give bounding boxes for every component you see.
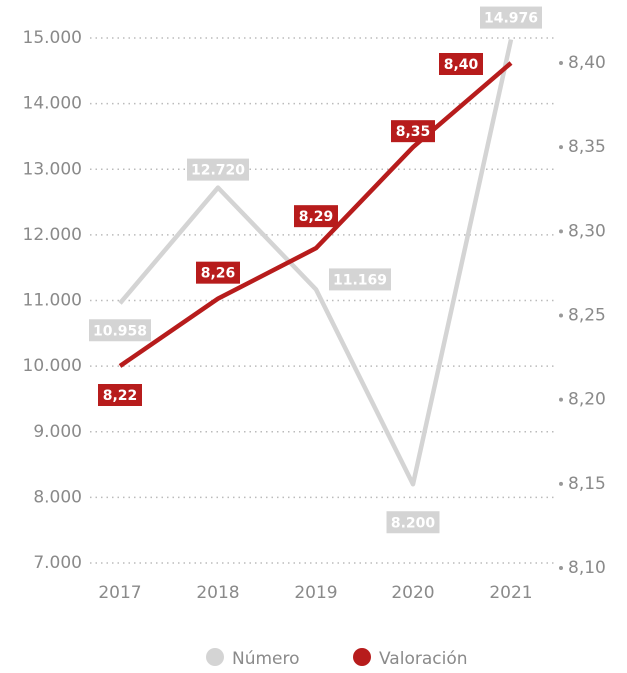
legend-marker — [353, 648, 371, 666]
value-label-box — [480, 6, 542, 29]
value-label-box — [98, 384, 142, 406]
value-label-box — [196, 261, 240, 284]
y2-tick-label: 8,20 — [568, 390, 606, 410]
x-tick-label: 2019 — [294, 583, 337, 603]
y2-tick-label: 8,35 — [568, 137, 606, 157]
value-label: 8,35 — [396, 124, 431, 140]
legend-marker — [206, 648, 224, 666]
y2-tick-mark — [559, 566, 563, 570]
y2-tick-mark — [559, 229, 563, 234]
value-label: 8,29 — [299, 209, 334, 225]
value-label: 14.976 — [484, 11, 538, 27]
y2-tick-mark — [559, 313, 563, 318]
legend-label: Valoración — [379, 649, 468, 669]
y-tick-label: 15.000 — [23, 28, 82, 48]
value-label-box — [439, 53, 483, 75]
y2-tick-mark — [559, 481, 563, 486]
y-tick-label: 12.000 — [23, 225, 82, 245]
value-label-box — [329, 268, 391, 291]
y-tick-label: 14.000 — [23, 94, 82, 114]
value-label: 10.958 — [93, 323, 147, 339]
y-tick-label: 7.000 — [33, 553, 82, 573]
y2-tick-label: 8,25 — [568, 306, 606, 326]
y2-tick-label: 8,10 — [568, 558, 606, 578]
y-tick-label: 10.000 — [23, 356, 82, 376]
value-label-box — [294, 205, 338, 228]
x-tick-label: 2020 — [391, 583, 434, 603]
value-label-box — [386, 511, 440, 534]
x-tick-label: 2017 — [98, 583, 141, 603]
value-label: 8,26 — [201, 266, 236, 282]
y-tick-label: 13.000 — [23, 159, 82, 179]
y2-tick-label: 8,15 — [568, 474, 606, 494]
value-label: 8,40 — [444, 57, 479, 73]
value-label-box — [187, 158, 249, 181]
value-label: 8.200 — [391, 515, 436, 531]
y-tick-label: 9.000 — [33, 422, 82, 442]
y2-tick-mark — [559, 145, 563, 150]
y2-tick-mark — [559, 397, 563, 402]
value-label: 8,22 — [103, 388, 138, 404]
y-tick-label: 11.000 — [23, 291, 82, 311]
y2-tick-label: 8,40 — [568, 53, 606, 73]
value-label-box — [391, 120, 435, 143]
legend-label: Número — [232, 649, 300, 669]
y2-tick-label: 8,30 — [568, 221, 606, 241]
line-series — [118, 39, 514, 487]
value-label: 11.169 — [333, 272, 387, 288]
value-label-box — [89, 319, 151, 342]
line-series — [118, 61, 513, 368]
value-label: 12.720 — [191, 163, 245, 179]
x-tick-label: 2018 — [196, 583, 239, 603]
y-tick-label: 8.000 — [33, 487, 82, 507]
y2-tick-mark — [559, 61, 563, 65]
x-tick-label: 2021 — [489, 583, 532, 603]
